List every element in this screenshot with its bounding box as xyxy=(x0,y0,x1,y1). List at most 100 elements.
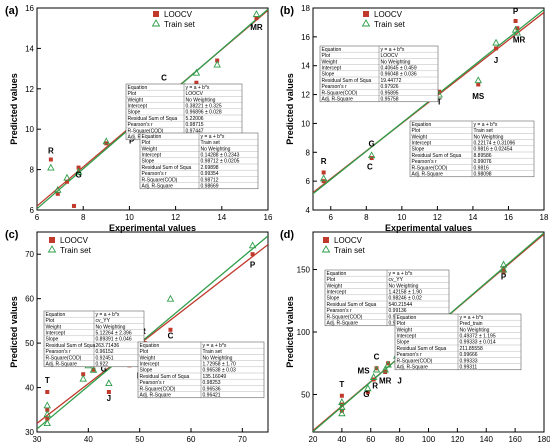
point-label: C xyxy=(367,163,373,172)
panel-label: (a) xyxy=(5,5,19,17)
stat-value: 0.96421 xyxy=(203,393,221,399)
stat-key: Pearson's r xyxy=(142,171,167,177)
point-label: MS xyxy=(358,366,371,375)
loocv-point xyxy=(168,327,173,332)
stat-value: 0.95895 xyxy=(381,90,399,96)
x-tick-label: 10 xyxy=(125,213,134,222)
stat-key: Residual Sum of Squa xyxy=(140,374,190,380)
stat-value: 0.49372 ± 1.195 xyxy=(460,334,496,340)
loocv-point xyxy=(81,372,86,377)
stat-value: 0.98712 ± 0.0205 xyxy=(201,159,240,165)
stat-key: Plot xyxy=(140,349,149,355)
stat-key: Intercept xyxy=(142,153,162,159)
stat-value: y = a + b*x xyxy=(460,315,484,321)
y-tick-label: 70 xyxy=(25,250,34,259)
stat-key: Adj. R-Square xyxy=(322,97,354,103)
stat-key: Equation xyxy=(327,271,347,277)
y-tick-label: 14 xyxy=(301,62,310,71)
stat-key: Residual Sum of Squa xyxy=(322,78,372,84)
panel-label: (d) xyxy=(280,229,294,241)
loocv-point xyxy=(48,157,53,162)
x-tick-label: 40 xyxy=(84,435,93,444)
stat-key: Plot xyxy=(322,53,331,59)
y-tick-label: 18 xyxy=(301,4,310,13)
y-tick-label: 12 xyxy=(25,85,34,94)
x-tick-label: 60 xyxy=(187,435,196,444)
stat-value: Pred_train xyxy=(460,321,483,327)
loocv-point xyxy=(476,82,481,87)
x-axis-label: Experimental values xyxy=(385,223,472,233)
x-tick-label: 180 xyxy=(537,435,550,444)
x-tick-label: 6 xyxy=(329,213,334,222)
y-tick-label: 60 xyxy=(25,295,34,304)
stat-key: R-Square(COD) xyxy=(128,128,164,134)
loocv-point xyxy=(55,191,60,196)
stat-key: Slope xyxy=(322,72,335,78)
stat-key: Pearson's r xyxy=(397,352,422,358)
stat-key: Weight xyxy=(140,355,156,361)
x-tick-label: 160 xyxy=(508,435,522,444)
stat-value: cv_YY xyxy=(96,318,111,324)
loocv-point xyxy=(45,390,50,394)
x-tick-label: 12 xyxy=(433,213,442,222)
stat-value: 0.99354 xyxy=(201,171,219,177)
train-point xyxy=(384,360,392,368)
train-point xyxy=(499,265,508,273)
y-tick-label: 30 xyxy=(25,428,34,437)
loocv-point xyxy=(76,165,81,170)
stat-key: R-Square(COD) xyxy=(327,314,363,320)
stat-key: Plot xyxy=(397,321,406,327)
stat-value: 0.922 xyxy=(96,362,109,368)
stat-value: 0.99076 xyxy=(474,159,492,165)
stat-value: No Weighting xyxy=(201,146,231,152)
y-tick-label: 10 xyxy=(301,119,310,128)
x-axis-label: Experimental values xyxy=(109,223,196,233)
train-point xyxy=(63,173,71,181)
train-point xyxy=(248,241,257,249)
stat-key: Intercept xyxy=(397,334,417,340)
stat-key: Intercept xyxy=(128,104,148,110)
legend-swatch-train xyxy=(47,245,57,253)
stat-value: 0.99333 ± 0.014 xyxy=(460,340,496,346)
fit-line-0 xyxy=(37,244,268,424)
stat-key: Intercept xyxy=(46,331,66,337)
point-label: C xyxy=(168,332,174,341)
stat-value: 8.89586 xyxy=(474,153,492,159)
stat-key: R-Square(COD) xyxy=(142,177,178,183)
y-tick-label: 8 xyxy=(306,148,311,157)
stat-key: Adj. R-Square xyxy=(140,393,172,399)
stat-value: 2.69898 xyxy=(201,165,219,171)
stat-value: 19.44772 xyxy=(381,78,402,84)
train-point xyxy=(105,379,113,387)
stat-value: 5.22006 xyxy=(186,116,204,122)
loocv-point xyxy=(91,367,96,372)
legend-swatch-train xyxy=(321,245,331,253)
stat-key: Adj. R-Square xyxy=(46,362,78,368)
stat-value: 0.22174 ± 0.31096 xyxy=(474,141,516,147)
x-tick-label: 50 xyxy=(135,435,144,444)
y-tick-label: 8 xyxy=(30,166,35,175)
train-point xyxy=(252,10,261,18)
stat-key: Plot xyxy=(327,277,336,283)
stat-value: 0.98246 ± 0.02 xyxy=(389,296,423,302)
stat-value: 0.98669 xyxy=(201,184,219,190)
x-tick-label: 8 xyxy=(364,213,369,222)
stat-value: 0.9816 ± 0.02454 xyxy=(474,147,513,153)
stat-value: 0.14288 ± 0.2343 xyxy=(201,153,240,159)
legend-label: Train set xyxy=(334,246,366,255)
stat-key: Weight xyxy=(128,97,144,103)
point-label: G xyxy=(363,390,369,399)
legend-label: LOOCV xyxy=(374,10,403,19)
point-label: MR xyxy=(379,376,392,385)
stat-key: Residual Sum of Squa xyxy=(397,346,447,352)
loocv-point xyxy=(45,407,50,412)
stat-value: 0.96048 ± 0.036 xyxy=(381,72,417,78)
stat-value: 5.12264 ± 2.396 xyxy=(96,331,132,337)
stat-value: y = a + b*x xyxy=(381,47,405,53)
plot-frame xyxy=(312,7,545,211)
stat-value: 0.97447 xyxy=(186,128,204,134)
stat-value: 0.38221 ± 0.325 xyxy=(186,104,222,110)
stat-key: Plot xyxy=(142,140,151,146)
loocv-point xyxy=(215,58,220,63)
stat-key: Residual Sum of Squa xyxy=(412,153,462,159)
